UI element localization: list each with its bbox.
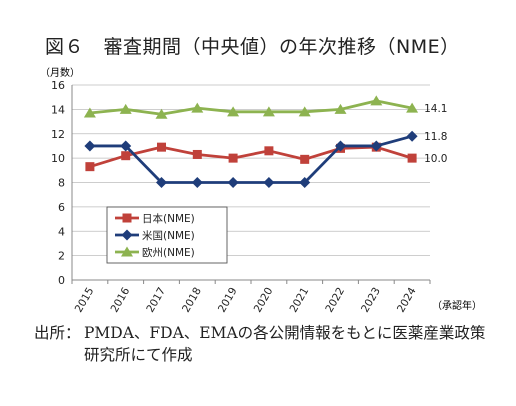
y-tick-label: 12: [51, 128, 65, 141]
data-point-0-6: [300, 154, 310, 164]
series-line-1: [89, 134, 413, 184]
y-tick-label: 14: [51, 103, 65, 116]
data-point-0-5: [264, 146, 274, 156]
x-tick-label: 2020: [252, 286, 276, 315]
data-point-2-7: [334, 103, 347, 114]
data-point-0-3: [192, 149, 202, 159]
data-point-1-2: [156, 177, 167, 188]
source-label: 出所：: [34, 324, 81, 342]
data-point-2-1: [119, 103, 132, 114]
x-tick-label: 2019: [216, 286, 240, 315]
data-point-2-2: [155, 108, 168, 119]
x-tick-label: 2021: [288, 286, 312, 315]
data-point-1-9: [406, 130, 418, 142]
data-point-1-6: [299, 177, 311, 188]
x-tick-label: 2022: [323, 286, 347, 315]
legend: 日本(NME) 米国(NME) 欧州(NME): [106, 206, 228, 264]
x-tick-label: 2018: [180, 286, 204, 315]
data-point-1-0: [84, 140, 96, 152]
data-point-1-4: [227, 177, 239, 188]
y-tick-label: 0: [58, 274, 65, 287]
data-point-0-9: [407, 153, 417, 163]
y-tick-label: 6: [58, 201, 65, 214]
data-point-2-5: [262, 106, 275, 117]
x-tick-label: 2017: [144, 286, 168, 315]
y-tick-label: 2: [58, 250, 65, 263]
data-point-2-8: [370, 95, 383, 106]
x-tick-label: 2016: [109, 285, 133, 314]
x-tick-labels: 2015 2016 2017 2018 2019 2020 2021 2022 2023 2024: [73, 285, 419, 314]
data-point-0-2: [157, 142, 166, 152]
y-tick-label: 4: [58, 225, 65, 238]
y-tick-label: 10: [51, 152, 65, 165]
end-labels: 10.0 11.8 14.1: [424, 103, 447, 165]
y-tick-label: 16: [51, 79, 65, 92]
legend-label-1: 米国(NME): [142, 229, 195, 242]
end-label-0: 10.0: [424, 153, 447, 165]
data-point-1-8: [370, 140, 382, 152]
legend-label-0: 日本(NME): [142, 212, 195, 225]
data-point-0-0: [85, 162, 95, 172]
data-point-1-1: [120, 140, 132, 152]
x-tick-label: 2023: [359, 286, 383, 315]
legend-swatch-marker-1: [121, 229, 133, 241]
data-point-0-4: [228, 153, 238, 163]
data-point-2-0: [83, 107, 96, 118]
y-tick-label: 8: [58, 177, 65, 190]
axes: [71, 85, 431, 284]
x-tick-label: 2024: [395, 285, 419, 314]
data-point-2-6: [298, 106, 311, 117]
series-line-2: [89, 99, 413, 116]
legend-swatch-marker-2: [121, 246, 133, 257]
data-point-2-9: [406, 102, 419, 113]
data-point-0-1: [121, 151, 131, 161]
legend-label-2: 欧州(NME): [142, 247, 195, 259]
end-label-1: 11.8: [424, 131, 447, 143]
x-axis-label: （承認年）: [432, 299, 482, 312]
series-group: [83, 95, 419, 188]
source-text: PMDA、FDA、EMAの各公開情報をもとに医薬産業政策研究所にて作成: [84, 324, 486, 364]
y-tick-labels: 0 2 4 6 8 10 12 14 16: [51, 79, 65, 287]
chart-title: 図６ 審査期間（中央値）の年次推移（NME）: [45, 36, 460, 58]
data-point-1-5: [263, 177, 275, 188]
data-point-2-3: [191, 102, 204, 113]
x-tick-label: 2015: [73, 286, 97, 315]
end-label-2: 14.1: [424, 103, 447, 115]
data-point-1-7: [335, 140, 346, 152]
data-point-1-3: [191, 177, 203, 188]
legend-swatch-marker-0: [122, 213, 132, 223]
data-point-2-4: [227, 106, 240, 117]
y-axis-label: （月数）: [40, 66, 80, 79]
series-line-0: [89, 145, 413, 168]
